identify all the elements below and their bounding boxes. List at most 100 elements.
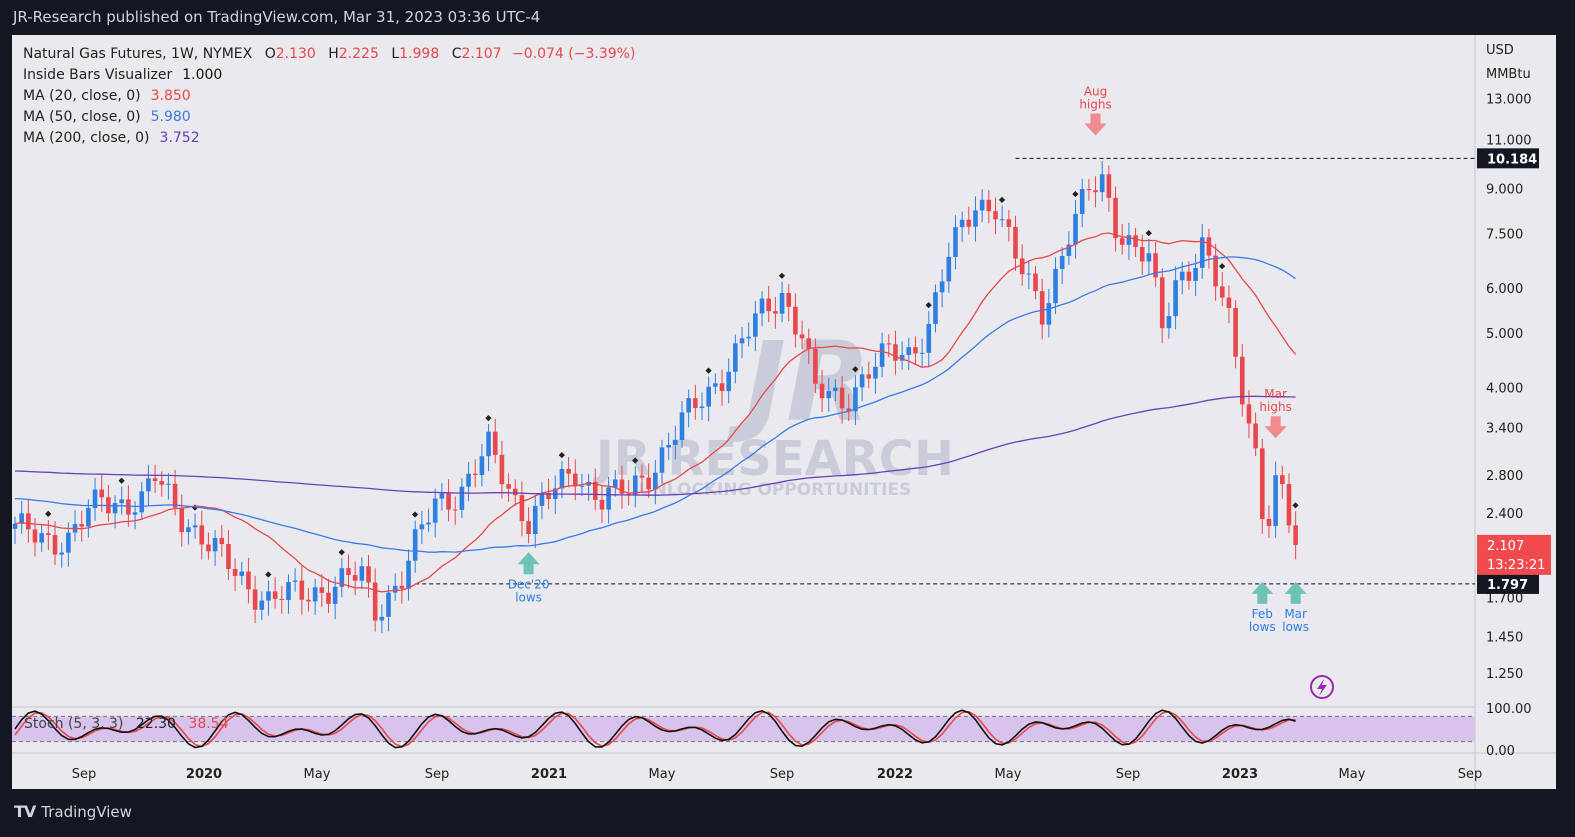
- candle-body: [546, 493, 551, 500]
- legend-open-label: O: [265, 46, 276, 62]
- arrow-up-icon: [1284, 581, 1307, 604]
- price-axis[interactable]: 13.000 11.000 9.000 7.500 6.000 5.000 4.000 3.4…: [1477, 92, 1551, 759]
- candle-body: [592, 481, 598, 500]
- candle-body: [1179, 271, 1185, 281]
- candle-body: [666, 444, 671, 448]
- candle-body: [1199, 237, 1205, 268]
- legend-high-value: 2.225: [339, 46, 379, 62]
- candle-body: [192, 525, 198, 528]
- inside-bar-marker: [558, 451, 565, 459]
- candle-body: [479, 456, 485, 476]
- candle-body: [1246, 404, 1252, 424]
- candle-body: [873, 366, 878, 379]
- candle-body: [339, 568, 345, 587]
- stoch-tick-label: 0.00: [1486, 744, 1515, 759]
- candle-body: [26, 513, 31, 530]
- candle-body: [859, 374, 865, 388]
- candle-body: [279, 598, 285, 600]
- price-tick-label: 2.400: [1486, 507, 1523, 522]
- price-tick-label: 6.000: [1486, 282, 1523, 297]
- candle-body: [1113, 197, 1118, 239]
- candle-body: [1159, 277, 1165, 329]
- candle-body: [539, 493, 545, 506]
- candle-body: [46, 533, 51, 536]
- candle-body: [312, 587, 318, 602]
- footer[interactable]: TV TradingView: [14, 802, 132, 821]
- price-tick-label: 9.000: [1486, 183, 1523, 198]
- candle-body: [332, 586, 338, 604]
- candle-body: [372, 582, 378, 621]
- candle-body: [419, 524, 425, 530]
- time-tick-label: May: [1339, 767, 1366, 782]
- candle-body: [292, 580, 298, 582]
- candle-body: [1093, 190, 1098, 193]
- inside-bar-marker: [1072, 190, 1079, 198]
- candle-body: [446, 493, 451, 510]
- candle-body: [226, 544, 231, 569]
- candle-body: [686, 398, 691, 413]
- candle-body: [613, 479, 618, 488]
- candle-body: [719, 383, 725, 392]
- legend-symbol-line[interactable]: Natural Gas Futures, 1W, NYMEX O2.130 H2…: [23, 46, 635, 62]
- candle-body: [746, 336, 751, 339]
- price-tick-label: 1.700: [1486, 592, 1523, 607]
- candle-body: [86, 507, 91, 527]
- legend-indicator-value: 3.850: [151, 88, 191, 104]
- candle-body: [753, 313, 758, 337]
- candle-body: [459, 486, 465, 510]
- arrow-down-icon: [1264, 416, 1287, 439]
- candle-body: [1293, 525, 1298, 545]
- time-axis[interactable]: Sep 2020 May Sep 2021 May Sep 2022 May Sep 2023 May…: [72, 767, 1483, 782]
- candle-body: [1126, 235, 1132, 245]
- legend-indicator-value: 5.980: [151, 109, 191, 125]
- arrow-up-icon: [1251, 581, 1274, 604]
- tradingview-logo-icon: TV: [14, 802, 36, 821]
- candle-body: [92, 489, 98, 508]
- legend-indicator-name: MA (20, close, 0): [23, 88, 141, 104]
- bolt-icon[interactable]: [1310, 675, 1334, 699]
- candle-body: [286, 581, 291, 600]
- candle-body: [886, 343, 892, 345]
- candle-body: [366, 566, 371, 583]
- annotation-text: highs: [1079, 98, 1111, 112]
- candle-body: [1139, 247, 1145, 262]
- ma200-line: [14, 395, 1296, 496]
- candle-body: [259, 600, 265, 610]
- publisher-header: JR-Research published on TradingView.com…: [13, 8, 541, 26]
- candle-body: [759, 298, 765, 314]
- stoch-tick-label: 100.00: [1486, 702, 1532, 717]
- candle-body: [399, 585, 405, 589]
- candle-body: [786, 292, 792, 307]
- candle-body: [839, 387, 845, 409]
- candle-body: [999, 219, 1005, 221]
- candle-body: [1146, 253, 1152, 262]
- candle-body: [12, 523, 18, 529]
- stoch-d-value: 38.54: [188, 716, 228, 732]
- candle-body: [252, 589, 258, 610]
- inside-bar-marker: [485, 415, 492, 422]
- inside-bar-marker: [265, 571, 272, 578]
- time-tick-label: 2023: [1222, 767, 1258, 782]
- candle-body: [779, 292, 785, 314]
- legend-ma50: MA (50, close, 0) 5.980: [23, 109, 191, 125]
- inside-bar-marker: [998, 196, 1006, 203]
- candle-body: [159, 481, 165, 485]
- annotation-text: Dec'20: [508, 577, 550, 591]
- candle-body: [993, 211, 998, 220]
- candle-body: [1213, 255, 1218, 287]
- price-chart[interactable]: JR JR RESEARCH UNLOCKING OPPORTUNITIES A…: [12, 35, 1556, 789]
- candle-body: [412, 529, 418, 561]
- candle-body: [1273, 475, 1278, 526]
- ma50-line: [14, 256, 1296, 553]
- last-price-badge-bg: [1477, 534, 1551, 575]
- legend-close-label: C: [452, 46, 462, 62]
- candle-body: [139, 491, 145, 513]
- candle-body: [699, 406, 705, 409]
- candle-body: [959, 219, 965, 228]
- level-badge-low: 1.797: [1487, 578, 1528, 593]
- price-tick-label: 13.000: [1486, 92, 1532, 107]
- price-tick-label: 5.000: [1486, 327, 1523, 342]
- inside-bar-marker: [1145, 230, 1152, 237]
- candle-body: [439, 493, 445, 499]
